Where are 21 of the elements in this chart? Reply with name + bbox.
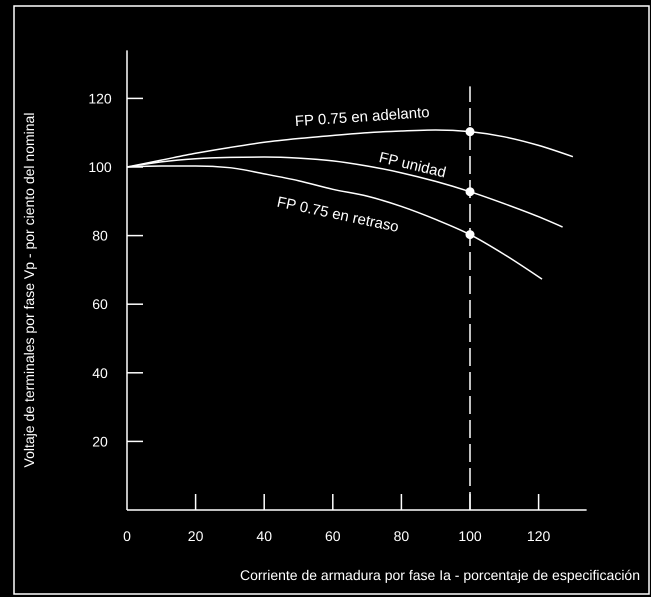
x-tick-label: 60	[325, 528, 341, 544]
text: FP unidad	[377, 149, 448, 182]
y-tick-label: 20	[92, 433, 108, 450]
y-axis-title: Voltaje de terminales por fase Vp - por ciento del nominal	[21, 112, 37, 468]
point	[466, 187, 474, 196]
x-tick-label: 120	[526, 528, 550, 544]
point	[466, 127, 474, 136]
y-tick-label: 80	[92, 228, 108, 244]
x-tick-label: 100	[458, 528, 482, 544]
y-tick-label: 40	[92, 364, 108, 381]
point	[466, 230, 474, 240]
text: FP 0.75 en retraso	[275, 194, 400, 236]
x-tick-label: 80	[394, 528, 410, 544]
series-label: FP 0.75 en adelanto	[294, 104, 430, 130]
y-tick-label: 120	[88, 90, 112, 106]
x-tick-label: 20	[188, 528, 204, 544]
y-tick-label: 60	[92, 296, 108, 312]
y-tick-label: 100	[88, 159, 112, 175]
x-tick-label: 0	[123, 528, 132, 544]
x-axis-title: Corriente de armadura por fase Ia - porcentaje de especificación	[240, 567, 640, 583]
x-tick-label: 40	[256, 528, 272, 544]
